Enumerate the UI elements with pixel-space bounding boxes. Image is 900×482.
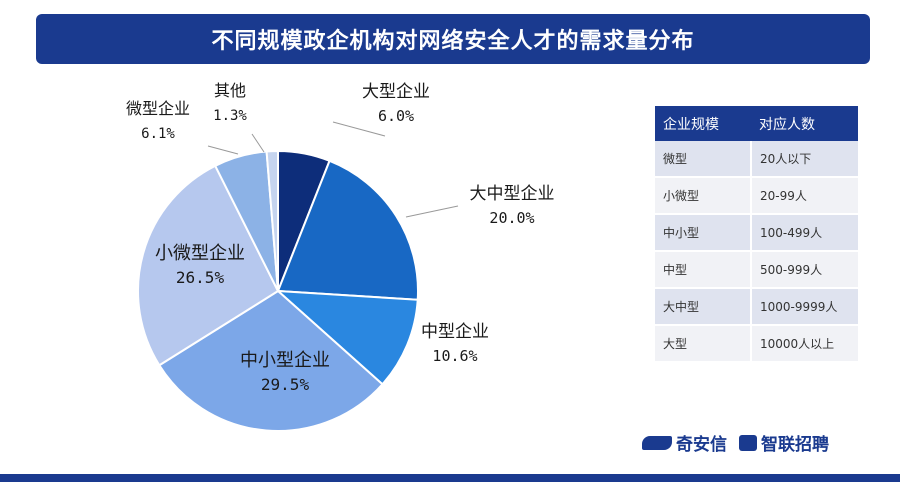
title-banner: 不同规模政企机构对网络安全人才的需求量分布 [36,14,870,64]
slice-value-label: 29.5% [261,375,310,394]
zhilian-logo: 智联招聘 [739,430,829,455]
slice-label: 大中型企业 [470,184,555,204]
table-cell-headcount: 100-499人 [751,214,858,252]
leader-line [332,121,386,137]
qianxin-logo: 奇安信 [642,430,727,455]
slice-value-label: 10.6% [432,347,477,365]
table-cell-size: 中小型 [655,214,752,252]
bottom-bar [0,474,900,482]
pie-slice [137,164,280,367]
zhilian-logo-text: 智联招聘 [761,435,829,455]
pie-slice [265,149,279,292]
pie-slice [275,289,419,386]
table-cell-size: 大型 [655,325,752,363]
table-row: 中型 500-999人 [655,251,858,289]
table-cell-headcount: 10000人以上 [751,325,858,363]
slice-label: 其他 [214,81,246,100]
table-header-row: 企业规模 对应人数 [655,106,858,141]
leader-line [405,205,459,218]
table-row: 中小型 100-499人 [655,214,858,252]
slice-value-label: 20.0% [489,209,534,227]
slice-value-label: 6.0% [378,107,414,125]
slice-label: 中小型企业 [240,350,330,371]
slice-label: 小微型企业 [155,243,245,264]
table-cell-size: 微型 [655,141,752,178]
table-cell-headcount: 500-999人 [751,251,858,289]
slice-value-label: 6.1% [141,126,175,142]
slice-label: 大型企业 [362,82,430,102]
slice-value-label: 1.3% [213,108,247,124]
slice-label: 微型企业 [126,99,190,118]
table-cell-headcount: 1000-9999人 [751,288,858,326]
pie-chart: 大型企业 6.0% 大中型企业 20.0% 中型企业 10.6% 中小型企业 29.5% 小微型… [126,81,555,432]
table-row: 大型 10000人以上 [655,325,858,363]
table-cell-headcount: 20-99人 [751,177,858,215]
chart-title: 不同规模政企机构对网络安全人才的需求量分布 [211,29,695,54]
slice-value-label: 26.5% [176,268,225,287]
table-row: 小微型 20-99人 [655,177,858,215]
table-cell-size: 中型 [655,251,752,289]
table-cell-headcount: 20人以下 [751,141,858,178]
qianxin-mark-icon [642,435,672,450]
table-cell-size: 大中型 [655,288,752,326]
table-cell-size: 小微型 [655,177,752,215]
pie-slice [276,159,419,301]
leader-line [251,133,265,153]
leader-line [207,145,239,155]
slice-label: 中型企业 [421,322,489,342]
logo-group: 奇安信 智联招聘 [642,430,829,455]
enterprise-size-table: 企业规模 对应人数 微型 20人以下 小微型 20-99人 中小型 100-49… [655,106,858,363]
zhilian-mark-icon [739,434,757,451]
qianxin-logo-text: 奇安信 [676,435,727,455]
table-row: 大中型 1000-9999人 [655,288,858,326]
table-header-headcount: 对应人数 [751,106,858,141]
table-header-size: 企业规模 [655,106,751,141]
table-row: 微型 20人以下 [655,141,858,178]
pie-slice [157,289,384,432]
